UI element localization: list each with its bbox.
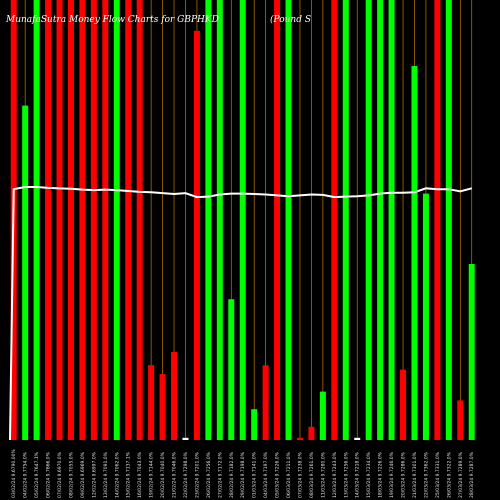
x-tick-label: 07/03/24 9.7238.0% (297, 451, 303, 498)
x-tick-label: 13/02/24 9.7091.0% (103, 451, 109, 498)
x-tick-label: 20/03/24 9.7286.0% (401, 451, 407, 498)
bar (171, 352, 178, 440)
x-tick-label: 08/03/24 9.7261.0% (309, 451, 315, 498)
x-tick-label: 27/02/24 9.7172.0% (217, 451, 223, 498)
bar (468, 264, 475, 440)
x-tick-label: 06/02/24 9.7666.0% (46, 451, 52, 498)
x-tick-label: 28/02/24 9.7182.0% (229, 451, 235, 498)
bar (354, 437, 361, 440)
bar (239, 0, 246, 440)
bar (56, 0, 63, 440)
x-tick-label: 19/02/24 9.7144.0% (149, 451, 155, 498)
x-tick-label: 14/02/24 9.7062.0% (114, 451, 120, 498)
x-tick-label: 18/03/24 9.7226.0% (378, 451, 384, 498)
x-tick-label: 15/03/24 9.7234.0% (366, 451, 372, 498)
bar (422, 193, 429, 440)
x-tick-label: 05/03/24 9.7226.0% (275, 451, 281, 498)
bar (228, 299, 235, 440)
bar (388, 0, 395, 440)
bar (33, 0, 40, 440)
chart-subtitle: (Pound S (270, 14, 311, 25)
bar (125, 0, 132, 440)
x-tick-label: 14/03/24 9.7218.0% (355, 451, 361, 498)
bar (262, 365, 269, 440)
x-tick-label: 25/03/24 9.7331.0% (435, 451, 441, 498)
bar (331, 0, 338, 440)
bar (308, 426, 315, 440)
x-tick-label: 01/03/24 9.7141.0% (252, 451, 258, 498)
x-tick-label: 03/02/24 9.6790.00% (11, 448, 17, 498)
bar (445, 0, 452, 440)
chart-title: MunafaSutra Money Flow Charts for GBPHKD (5, 15, 219, 25)
x-tick-label: 04/02/24 9.7754.0% (23, 451, 29, 498)
x-tick-label: 07/02/24 9.6970.0% (57, 451, 63, 498)
flow-line-layer (9, 186, 472, 441)
bar (45, 0, 52, 440)
x-tick-labels: 03/02/24 9.6790.00% 04/02/24 9.7754.0% 05/… (11, 448, 475, 498)
bar (434, 0, 441, 440)
bar (182, 437, 189, 440)
bar (79, 0, 86, 440)
x-tick-label: 20/02/24 9.7040.0% (160, 451, 166, 498)
bar (193, 30, 200, 441)
bar (90, 0, 97, 440)
bar (296, 437, 303, 440)
bar (136, 0, 143, 440)
bar (285, 0, 292, 440)
x-tick-label: 29/02/24 9.7198.0% (240, 451, 246, 498)
x-tick-label: 22/02/24 9.7298.0% (183, 451, 189, 498)
x-tick-label: 28/03/24 9.7287.0% (469, 451, 475, 498)
x-tick-label: 16/02/24 9.7043.0% (137, 451, 143, 498)
x-tick-label: 22/03/24 9.7362.0% (423, 451, 429, 498)
bar (67, 0, 74, 440)
x-tick-label: 05/02/24 9.7647.1% (34, 451, 40, 498)
bar (159, 374, 166, 440)
bar (274, 0, 281, 440)
bar (365, 0, 372, 440)
bar (205, 0, 212, 440)
bar (216, 0, 223, 440)
bars (10, 0, 475, 441)
x-tick-label: 11/03/24 9.7280.0% (320, 451, 326, 498)
bar (113, 0, 120, 440)
x-tick-label: 06/03/24 9.7211.0% (286, 451, 292, 498)
bar (319, 391, 326, 440)
x-tick-label: 26/02/24 9.7256.0% (206, 451, 212, 498)
x-tick-label: 21/03/24 9.7301.0% (412, 451, 418, 498)
bar (148, 365, 155, 440)
x-tick-label: 15/02/24 9.7137.1% (126, 451, 132, 498)
bar (377, 0, 384, 440)
x-tick-label: 27/03/24 9.7289.0% (458, 451, 464, 498)
x-tick-label: 12/02/24 9.6997.0% (91, 451, 97, 498)
bar (411, 66, 418, 440)
bar (400, 369, 407, 440)
x-tick-label: 26/03/24 9.7322.0% (446, 451, 452, 498)
x-tick-label: 21/02/24 9.7046.0% (172, 451, 178, 498)
flow-line (9, 186, 472, 441)
bar (22, 105, 29, 440)
bar (251, 409, 258, 440)
x-tick-label: 13/03/24 9.7256.0% (343, 451, 349, 498)
bar (457, 400, 464, 440)
bar (102, 0, 109, 440)
x-tick-label: 12/03/24 9.7243.0% (332, 451, 338, 498)
x-tick-label: 23/02/24 9.7201.0% (194, 451, 200, 498)
bar (342, 0, 349, 440)
x-tick-label: 09/02/24 9.6969.0% (80, 451, 86, 498)
x-tick-label: 08/02/24 9.7055.0% (68, 451, 74, 498)
x-tick-label: 19/03/24 9.7246.0% (389, 451, 395, 498)
x-tick-label: 04/03/24 9.7197.0% (263, 451, 269, 498)
